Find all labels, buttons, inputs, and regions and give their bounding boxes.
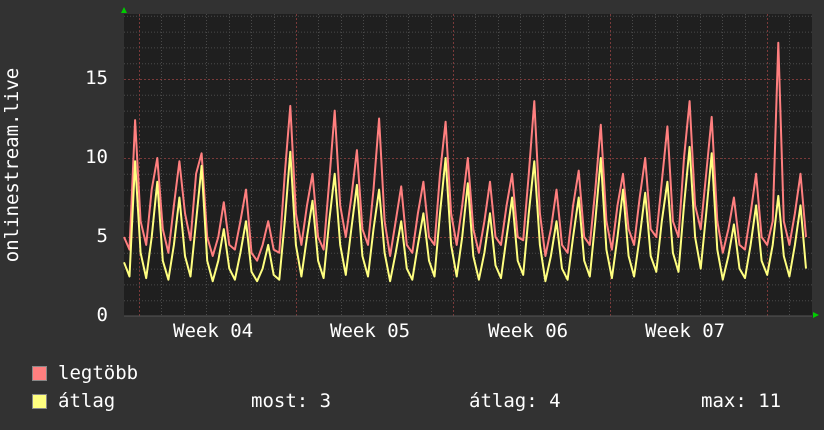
stat-now: most: 3 [251, 390, 332, 412]
y-tick-label: 5 [96, 225, 108, 247]
x-tick-label: Week 05 [330, 320, 411, 342]
x-axis-arrow-icon [813, 312, 819, 318]
series-lines [123, 41, 807, 283]
y-tick-label: 15 [85, 67, 108, 89]
legend-swatch-avg [32, 394, 47, 409]
y-axis-title: onlinestream.live [1, 67, 23, 263]
series-line-max [123, 41, 807, 262]
grid [124, 14, 812, 316]
series-line-avg [123, 145, 807, 283]
x-tick-label: Week 04 [173, 320, 254, 342]
x-tick-label: Week 06 [488, 320, 569, 342]
legend-label-avg: átlag [58, 390, 116, 412]
legend-swatch-max [32, 366, 47, 381]
stat-max: max: 11 [701, 390, 782, 412]
y-tick-label: 0 [96, 304, 108, 326]
legend-label-max: legtöbb [58, 362, 139, 384]
y-tick-label: 10 [85, 146, 108, 168]
stat-average: átlag: 4 [469, 390, 561, 412]
y-axis-arrow-icon [121, 7, 127, 13]
x-tick-label: Week 07 [645, 320, 726, 342]
